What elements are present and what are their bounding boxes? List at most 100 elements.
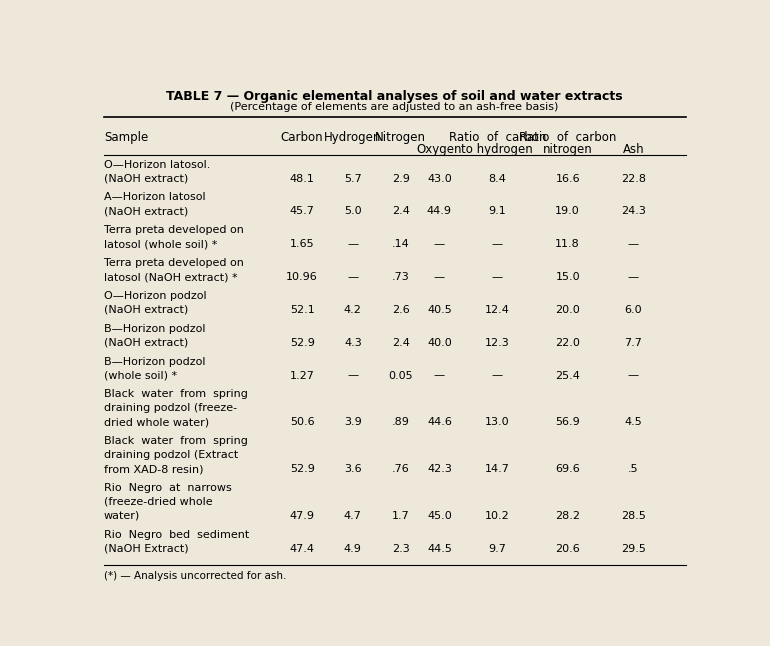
Text: 52.1: 52.1 [290,305,314,315]
Text: 1.27: 1.27 [290,371,315,380]
Text: 44.5: 44.5 [427,543,452,554]
Text: 22.8: 22.8 [621,174,646,183]
Text: —: — [492,371,503,380]
Text: to hydrogen: to hydrogen [461,143,533,156]
Text: Ratio  of  carbon: Ratio of carbon [519,130,616,144]
Text: 3.6: 3.6 [344,464,362,474]
Text: 44.6: 44.6 [427,417,452,427]
Text: water): water) [104,511,140,521]
Text: 0.05: 0.05 [388,371,413,380]
Text: (NaOH Extract): (NaOH Extract) [104,543,189,554]
Text: latosol (NaOH extract) *: latosol (NaOH extract) * [104,272,238,282]
Text: 19.0: 19.0 [555,206,580,216]
Text: 4.2: 4.2 [344,305,362,315]
Text: 47.9: 47.9 [290,511,315,521]
Text: 2.6: 2.6 [392,305,410,315]
Text: 1.7: 1.7 [392,511,410,521]
Text: A—Horizon latosol: A—Horizon latosol [104,193,206,202]
Text: 5.7: 5.7 [344,174,362,183]
Text: Rio  Negro  at  narrows: Rio Negro at narrows [104,483,232,493]
Text: .5: .5 [628,464,638,474]
Text: .89: .89 [392,417,410,427]
Text: Carbon: Carbon [281,130,323,144]
Text: 48.1: 48.1 [290,174,315,183]
Text: 40.5: 40.5 [427,305,452,315]
Text: 4.5: 4.5 [624,417,642,427]
Text: 12.4: 12.4 [485,305,510,315]
Text: —: — [628,239,639,249]
Text: 28.5: 28.5 [621,511,646,521]
Text: Ratio  of  carbon: Ratio of carbon [449,130,546,144]
Text: Ash: Ash [622,143,644,156]
Text: 11.8: 11.8 [555,239,580,249]
Text: 52.9: 52.9 [290,464,315,474]
Text: 45.0: 45.0 [427,511,452,521]
Text: Rio  Negro  bed  sediment: Rio Negro bed sediment [104,530,249,539]
Text: (NaOH extract): (NaOH extract) [104,174,188,183]
Text: 12.3: 12.3 [485,338,510,348]
Text: 2.9: 2.9 [392,174,410,183]
Text: Oxygen: Oxygen [417,143,462,156]
Text: 43.0: 43.0 [427,174,452,183]
Text: 20.6: 20.6 [555,543,580,554]
Text: TABLE 7 — Organic elemental analyses of soil and water extracts: TABLE 7 — Organic elemental analyses of … [166,90,623,103]
Text: —: — [628,371,639,380]
Text: Sample: Sample [104,130,149,144]
Text: Black  water  from  spring: Black water from spring [104,390,248,399]
Text: —: — [434,272,445,282]
Text: (NaOH extract): (NaOH extract) [104,305,188,315]
Text: 44.9: 44.9 [427,206,452,216]
Text: O—Horizon podzol: O—Horizon podzol [104,291,206,301]
Text: B—Horizon podzol: B—Horizon podzol [104,357,206,366]
Text: 14.7: 14.7 [485,464,510,474]
Text: —: — [492,272,503,282]
Text: (NaOH extract): (NaOH extract) [104,206,188,216]
Text: (whole soil) *: (whole soil) * [104,371,177,380]
Text: —: — [347,371,358,380]
Text: draining podzol (freeze-: draining podzol (freeze- [104,403,237,413]
Text: (NaOH extract): (NaOH extract) [104,338,188,348]
Text: from XAD-8 resin): from XAD-8 resin) [104,464,203,474]
Text: 24.3: 24.3 [621,206,646,216]
Text: Black  water  from  spring: Black water from spring [104,436,248,446]
Text: B—Horizon podzol: B—Horizon podzol [104,324,206,334]
Text: 25.4: 25.4 [555,371,580,380]
Text: (Percentage of elements are adjusted to an ash-free basis): (Percentage of elements are adjusted to … [230,103,559,112]
Text: 40.0: 40.0 [427,338,452,348]
Text: 29.5: 29.5 [621,543,646,554]
Text: 50.6: 50.6 [290,417,314,427]
Text: .73: .73 [392,272,410,282]
Text: .76: .76 [392,464,410,474]
Text: nitrogen: nitrogen [543,143,593,156]
Text: 52.9: 52.9 [290,338,315,348]
Text: Nitrogen: Nitrogen [375,130,426,144]
Text: dried whole water): dried whole water) [104,417,209,427]
Text: 4.3: 4.3 [344,338,362,348]
Text: 42.3: 42.3 [427,464,452,474]
Text: 2.4: 2.4 [392,206,410,216]
Text: 9.1: 9.1 [488,206,506,216]
Text: 69.6: 69.6 [555,464,580,474]
Text: 13.0: 13.0 [485,417,510,427]
Text: latosol (whole soil) *: latosol (whole soil) * [104,239,217,249]
Text: 10.96: 10.96 [286,272,318,282]
Text: 5.0: 5.0 [344,206,362,216]
Text: —: — [434,371,445,380]
Text: 1.65: 1.65 [290,239,314,249]
Text: 2.3: 2.3 [392,543,410,554]
Text: 9.7: 9.7 [488,543,506,554]
Text: O—Horizon latosol.: O—Horizon latosol. [104,160,210,170]
Text: 2.4: 2.4 [392,338,410,348]
Text: —: — [628,272,639,282]
Text: (*) — Analysis uncorrected for ash.: (*) — Analysis uncorrected for ash. [104,571,286,581]
Text: 16.6: 16.6 [555,174,580,183]
Text: Terra preta developed on: Terra preta developed on [104,225,244,235]
Text: 3.9: 3.9 [344,417,362,427]
Text: Hydrogen: Hydrogen [324,130,382,144]
Text: 20.0: 20.0 [555,305,580,315]
Text: 28.2: 28.2 [555,511,580,521]
Text: 10.2: 10.2 [485,511,510,521]
Text: —: — [434,239,445,249]
Text: —: — [347,239,358,249]
Text: 7.7: 7.7 [624,338,642,348]
